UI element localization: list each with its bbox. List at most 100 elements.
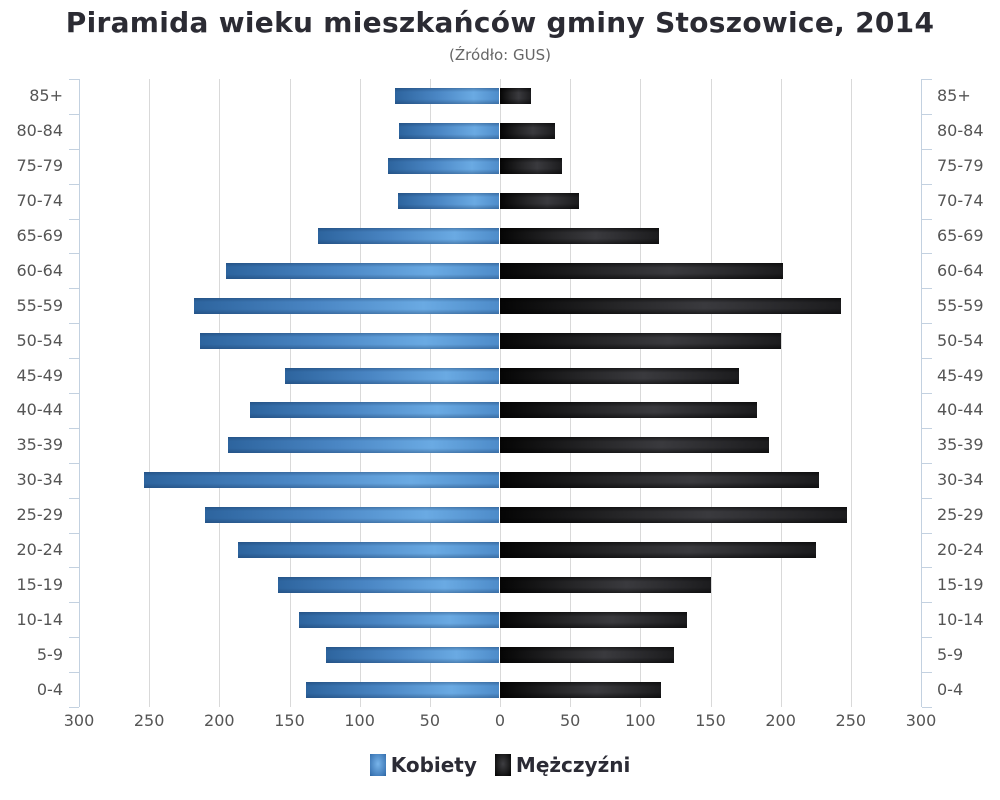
right-axis-tick bbox=[922, 148, 932, 150]
x-axis-tick-label: 0 bbox=[494, 711, 506, 730]
left-category-label: 65-69 bbox=[16, 226, 64, 245]
left-axis-tick bbox=[69, 567, 79, 569]
legend: Kobiety Mężczyźni bbox=[0, 753, 1000, 777]
x-axis-tick-label: 300 bbox=[905, 711, 937, 730]
bar-kobiety[interactable] bbox=[227, 437, 500, 454]
left-axis-tick bbox=[69, 707, 79, 708]
legend-label-mezczyzni: Mężczyźni bbox=[515, 753, 631, 777]
bar-mezczyzni[interactable] bbox=[500, 193, 579, 210]
right-category-label: 65-69 bbox=[937, 226, 984, 245]
bar-mezczyzni[interactable] bbox=[500, 228, 659, 244]
right-category-label: 75-79 bbox=[937, 156, 984, 176]
right-axis-tick bbox=[922, 602, 932, 604]
bar-kobiety[interactable] bbox=[226, 262, 500, 279]
x-axis-tick-label: 150 bbox=[274, 711, 305, 730]
right-category-label: 30-34 bbox=[937, 470, 984, 490]
left-category-label: 10-14 bbox=[16, 609, 64, 629]
right-category-label: 45-49 bbox=[937, 365, 984, 385]
left-category-label: 35-39 bbox=[16, 435, 64, 455]
legend-swatch-kobiety bbox=[369, 754, 386, 776]
right-axis-tick bbox=[922, 79, 932, 80]
bar-mezczyzni[interactable] bbox=[500, 576, 711, 593]
right-axis-line bbox=[921, 79, 922, 707]
bar-mezczyzni[interactable] bbox=[500, 402, 757, 419]
bar-mezczyzni[interactable] bbox=[500, 332, 781, 349]
gridline bbox=[219, 79, 221, 707]
right-category-label: 40-44 bbox=[937, 400, 984, 420]
legend-swatch-mezczyzni bbox=[494, 754, 511, 776]
bar-kobiety[interactable] bbox=[250, 402, 500, 419]
bar-mezczyzni[interactable] bbox=[500, 367, 739, 384]
bar-mezczyzni[interactable] bbox=[500, 158, 562, 175]
left-axis-tick bbox=[69, 148, 79, 150]
bar-mezczyzni[interactable] bbox=[500, 646, 674, 663]
bar-mezczyzni[interactable] bbox=[500, 123, 555, 140]
right-axis-tick bbox=[922, 358, 932, 360]
left-axis-tick bbox=[69, 183, 79, 185]
bar-kobiety[interactable] bbox=[397, 193, 500, 210]
left-category-label: 5-9 bbox=[36, 644, 63, 664]
bar-kobiety[interactable] bbox=[317, 228, 500, 244]
left-axis-tick bbox=[69, 427, 79, 429]
left-category-label: 85+ bbox=[29, 86, 63, 106]
left-category-label: 50-54 bbox=[16, 330, 64, 350]
legend-item-kobiety[interactable]: Kobiety bbox=[369, 753, 477, 777]
bar-mezczyzni[interactable] bbox=[500, 507, 847, 524]
left-axis-tick bbox=[69, 672, 79, 674]
right-axis-tick bbox=[922, 323, 932, 325]
bar-kobiety[interactable] bbox=[306, 681, 500, 698]
left-axis-tick bbox=[69, 288, 79, 290]
right-axis-tick bbox=[922, 253, 932, 255]
gridline bbox=[850, 79, 852, 707]
gridline bbox=[359, 79, 361, 707]
right-axis-tick bbox=[922, 532, 932, 534]
gridline bbox=[289, 79, 291, 707]
left-category-label: 15-19 bbox=[16, 574, 64, 594]
bar-kobiety[interactable] bbox=[143, 472, 500, 489]
chart-title: Piramida wieku mieszkańców gminy Stoszow… bbox=[65, 6, 935, 39]
left-category-label: 55-59 bbox=[16, 295, 64, 315]
left-axis-tick bbox=[69, 253, 79, 255]
left-category-label: 60-64 bbox=[16, 260, 64, 280]
bar-kobiety[interactable] bbox=[299, 611, 500, 628]
bar-mezczyzni[interactable] bbox=[500, 262, 784, 279]
bar-kobiety[interactable] bbox=[325, 646, 500, 663]
bar-mezczyzni[interactable] bbox=[500, 611, 687, 628]
left-axis-tick bbox=[69, 358, 79, 360]
bar-mezczyzni[interactable] bbox=[500, 437, 770, 454]
gridline bbox=[780, 79, 782, 707]
bar-kobiety[interactable] bbox=[199, 332, 500, 349]
left-axis-tick bbox=[69, 79, 79, 80]
bar-kobiety[interactable] bbox=[278, 576, 500, 593]
left-category-label: 80-84 bbox=[16, 121, 64, 141]
bar-kobiety[interactable] bbox=[398, 123, 500, 140]
gridline bbox=[429, 79, 431, 707]
right-axis-tick bbox=[922, 637, 932, 639]
bar-kobiety[interactable] bbox=[205, 507, 500, 524]
right-category-label: 25-29 bbox=[937, 505, 984, 525]
bar-mezczyzni[interactable] bbox=[500, 681, 662, 698]
plot-area bbox=[79, 79, 921, 707]
bar-kobiety[interactable] bbox=[237, 542, 500, 558]
bar-kobiety[interactable] bbox=[285, 367, 500, 384]
bar-mezczyzni[interactable] bbox=[500, 297, 841, 314]
bar-kobiety[interactable] bbox=[194, 297, 500, 314]
bar-mezczyzni[interactable] bbox=[500, 88, 531, 105]
right-category-label: 20-24 bbox=[937, 540, 984, 559]
left-axis-tick bbox=[69, 218, 79, 220]
right-axis-tick bbox=[922, 113, 932, 115]
bar-kobiety[interactable] bbox=[387, 158, 500, 175]
gridline bbox=[500, 79, 501, 707]
right-axis-tick bbox=[922, 183, 932, 185]
right-category-label: 70-74 bbox=[937, 191, 984, 211]
x-axis-tick-label: 150 bbox=[695, 711, 726, 730]
bar-mezczyzni[interactable] bbox=[500, 542, 816, 558]
bar-mezczyzni[interactable] bbox=[500, 472, 819, 489]
right-axis-tick bbox=[922, 462, 932, 464]
legend-item-mezczyzni[interactable]: Mężczyźni bbox=[494, 753, 631, 777]
bar-kobiety[interactable] bbox=[394, 88, 500, 105]
x-axis-tick-label: 200 bbox=[765, 711, 796, 730]
left-category-label: 30-34 bbox=[16, 470, 64, 490]
left-axis-tick bbox=[69, 323, 79, 325]
right-axis-tick bbox=[922, 707, 932, 708]
